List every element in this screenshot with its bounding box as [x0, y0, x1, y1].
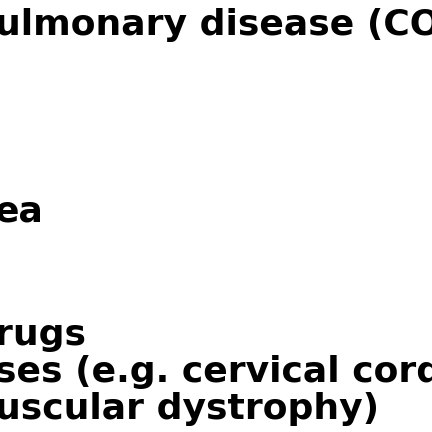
- Text: uscular dystrophy): uscular dystrophy): [0, 392, 379, 426]
- Text: rugs: rugs: [0, 318, 86, 352]
- Text: ulmonary disease (COPD): ulmonary disease (COPD): [0, 8, 432, 42]
- Text: ea: ea: [0, 195, 44, 229]
- Text: ses (e.g. cervical cord lesions,: ses (e.g. cervical cord lesions,: [0, 355, 432, 389]
